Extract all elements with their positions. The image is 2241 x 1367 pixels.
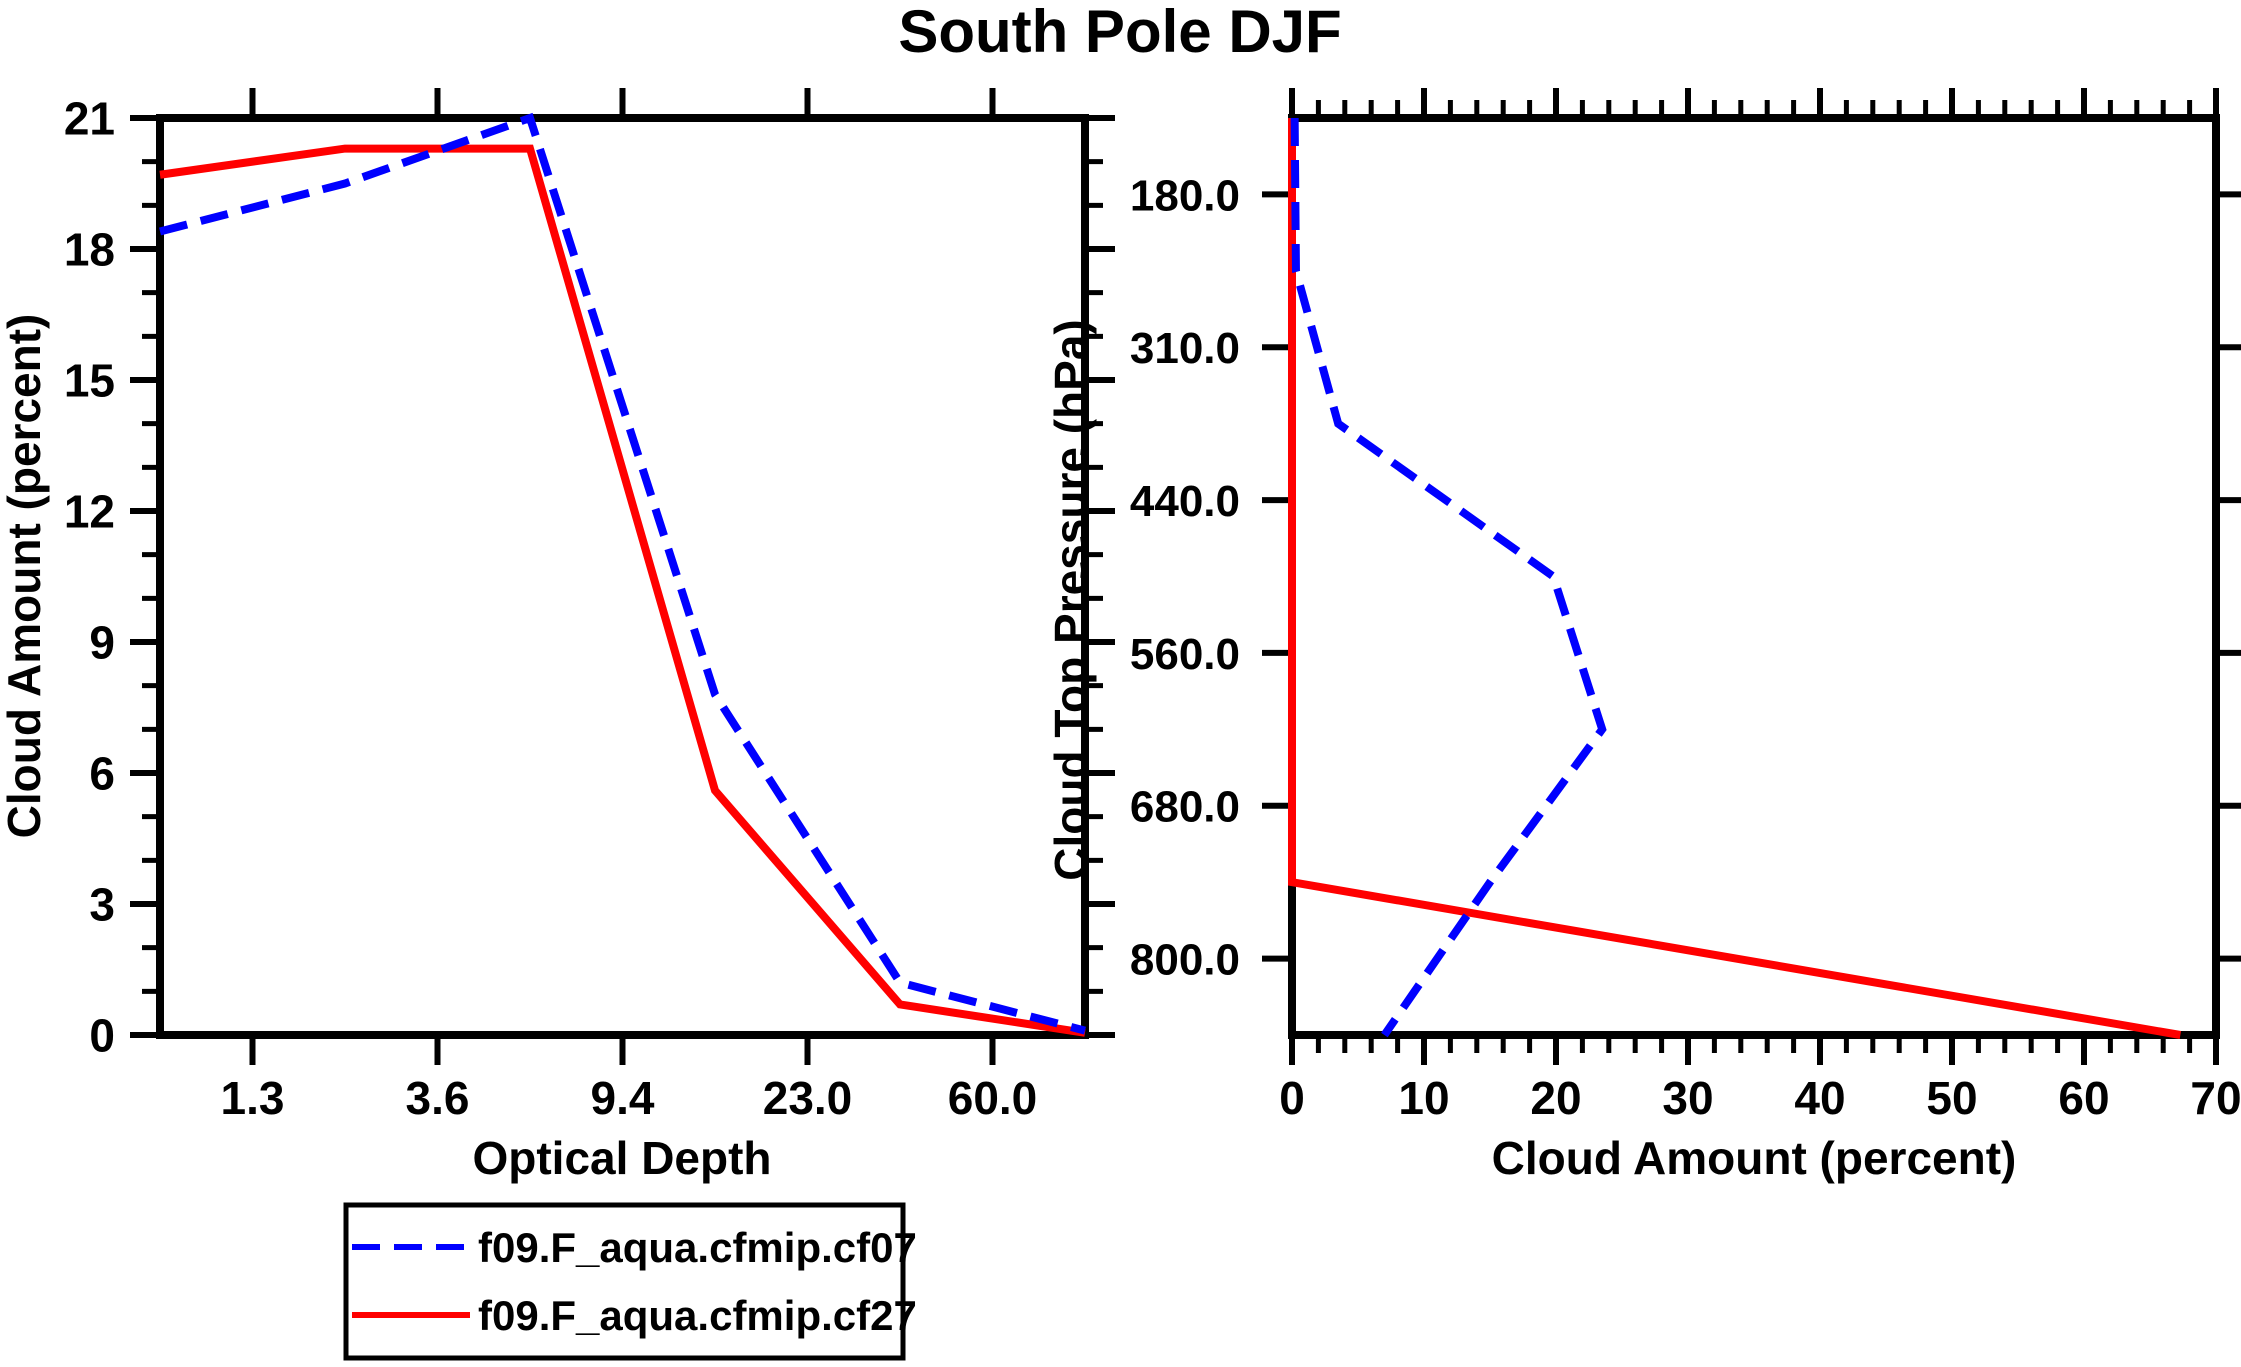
cloud-top-pressure-frame [1288,114,2220,1039]
left-y-tick-label: 18 [64,224,115,276]
legend-box [343,1202,906,1361]
left-y-tick-label: 12 [64,486,115,538]
left-x-tick-label: 9.4 [591,1072,655,1124]
right-y-tick-label: 180.0 [1130,171,1240,220]
chart-title: South Pole DJF [898,0,1341,65]
left-y-tick-label: 3 [89,879,115,931]
right-x-tick-label: 40 [1794,1072,1845,1124]
right-x-tick-label: 10 [1398,1072,1449,1124]
right-x-tick-label: 0 [1279,1072,1305,1124]
cloud-amount-yaxis-title: Cloud Amount (percent) [0,314,50,839]
left-x-tick-label: 1.3 [221,1072,285,1124]
legend: f09.F_aqua.cfmip.cf07 f09.F_aqua.cfmip.c… [343,1202,917,1361]
right-x-tick-label: 30 [1662,1072,1713,1124]
cloud-top-pressure-curve-cf27 [1288,118,2182,1039]
cloud-top-pressure-yaxis-title: Cloud Top Pressure (hPa) [1045,319,1097,880]
right-x-tick-label: 60 [2058,1072,2109,1124]
optical-depth-curve-cf07 [158,112,1087,1035]
right-y-tick-label: 680.0 [1130,783,1240,832]
right-y-tick-label: 440.0 [1130,477,1240,526]
left-x-tick-label: 23.0 [763,1072,853,1124]
legend-label-cf07: f09.F_aqua.cfmip.cf07 [478,1224,917,1271]
data-curves [158,112,2182,1039]
legend-label-cf27: f09.F_aqua.cfmip.cf27 [478,1292,917,1339]
left-y-tick-label: 6 [89,748,115,800]
right-y-tick-label: 560.0 [1130,630,1240,679]
left-x-tick-label: 60.0 [948,1072,1038,1124]
right-x-tick-label: 20 [1530,1072,1581,1124]
cloud-top-pressure-curve-cf07 [1290,117,1607,1038]
left-y-tick-label: 0 [89,1010,115,1062]
right-x-tick-label: 70 [2190,1072,2241,1124]
cloud-amount-xaxis-title: Cloud Amount (percent) [1492,1132,2017,1184]
cloud-top-pressure-panel: 0 10 20 30 40 50 60 70 180.0 310.0 440.0 560.0 680.0… [1130,88,2241,1124]
right-y-tick-label: 800.0 [1130,935,1240,984]
left-y-tick-label: 9 [89,617,115,669]
left-y-tick-label: 15 [64,355,115,407]
optical-depth-frame [156,114,1089,1039]
right-x-tick-label: 50 [1926,1072,1977,1124]
right-y-tick-label: 310.0 [1130,324,1240,373]
optical-depth-panel: 0 3 6 9 12 15 18 21 1.3 3.6 9.4 23.0 60.0 [64,88,1115,1124]
optical-depth-curve-cf27 [159,144,1086,1037]
left-y-tick-label: 21 [64,93,115,145]
optical-depth-xaxis-title: Optical Depth [472,1132,771,1184]
left-x-tick-label: 3.6 [406,1072,470,1124]
